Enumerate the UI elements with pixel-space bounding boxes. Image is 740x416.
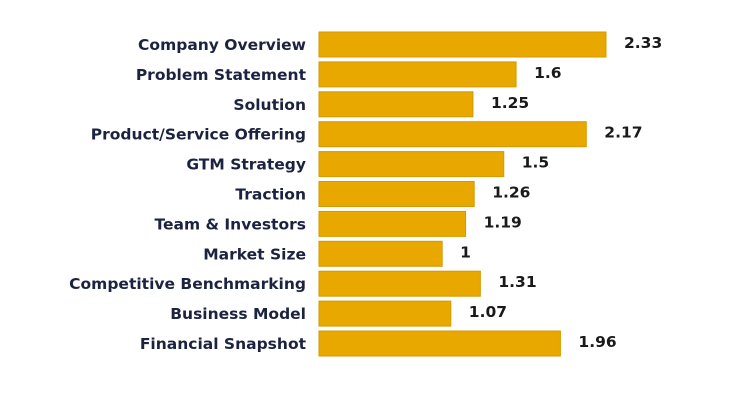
value-label: 1.25 — [491, 94, 529, 112]
category-label: Company Overview — [138, 36, 306, 54]
category-label: Business Model — [170, 305, 306, 323]
bar — [318, 31, 607, 58]
value-label: 1.6 — [534, 64, 561, 82]
category-label: GTM Strategy — [186, 156, 306, 174]
bar — [318, 151, 505, 178]
category-label: Problem Statement — [136, 66, 307, 84]
value-label: 1.96 — [578, 333, 616, 351]
value-label: 2.17 — [604, 124, 642, 142]
bars-group — [318, 31, 607, 357]
category-label: Financial Snapshot — [140, 335, 307, 353]
value-label: 1.31 — [498, 273, 536, 291]
bar — [318, 61, 517, 88]
bar — [318, 181, 475, 207]
value-label: 1.07 — [469, 303, 507, 321]
value-label: 1.19 — [484, 213, 522, 231]
category-label: Traction — [235, 186, 306, 204]
bar — [318, 121, 587, 148]
value-label: 1.26 — [492, 184, 530, 202]
bar — [318, 210, 467, 237]
value-label: 2.33 — [624, 34, 662, 52]
category-label: Market Size — [203, 245, 306, 263]
category-label: Team & Investors — [154, 215, 306, 233]
value-label: 1 — [460, 243, 471, 261]
category-label: Product/Service Offering — [91, 126, 306, 144]
value-labels-group: 2.33 1.6 1.25 2.17 1.5 1.26 1.19 1 1.31 1.07 1.96 — [460, 34, 662, 351]
bar — [318, 330, 561, 357]
category-labels-group: Company Overview Problem Statement Solutio… — [69, 36, 306, 353]
bar — [318, 270, 481, 297]
bar — [318, 300, 452, 327]
category-label: Solution — [233, 96, 306, 114]
bar — [318, 91, 474, 118]
category-label: Competitive Benchmarking — [69, 275, 306, 293]
bar — [318, 240, 443, 267]
value-label: 1.5 — [522, 154, 549, 172]
